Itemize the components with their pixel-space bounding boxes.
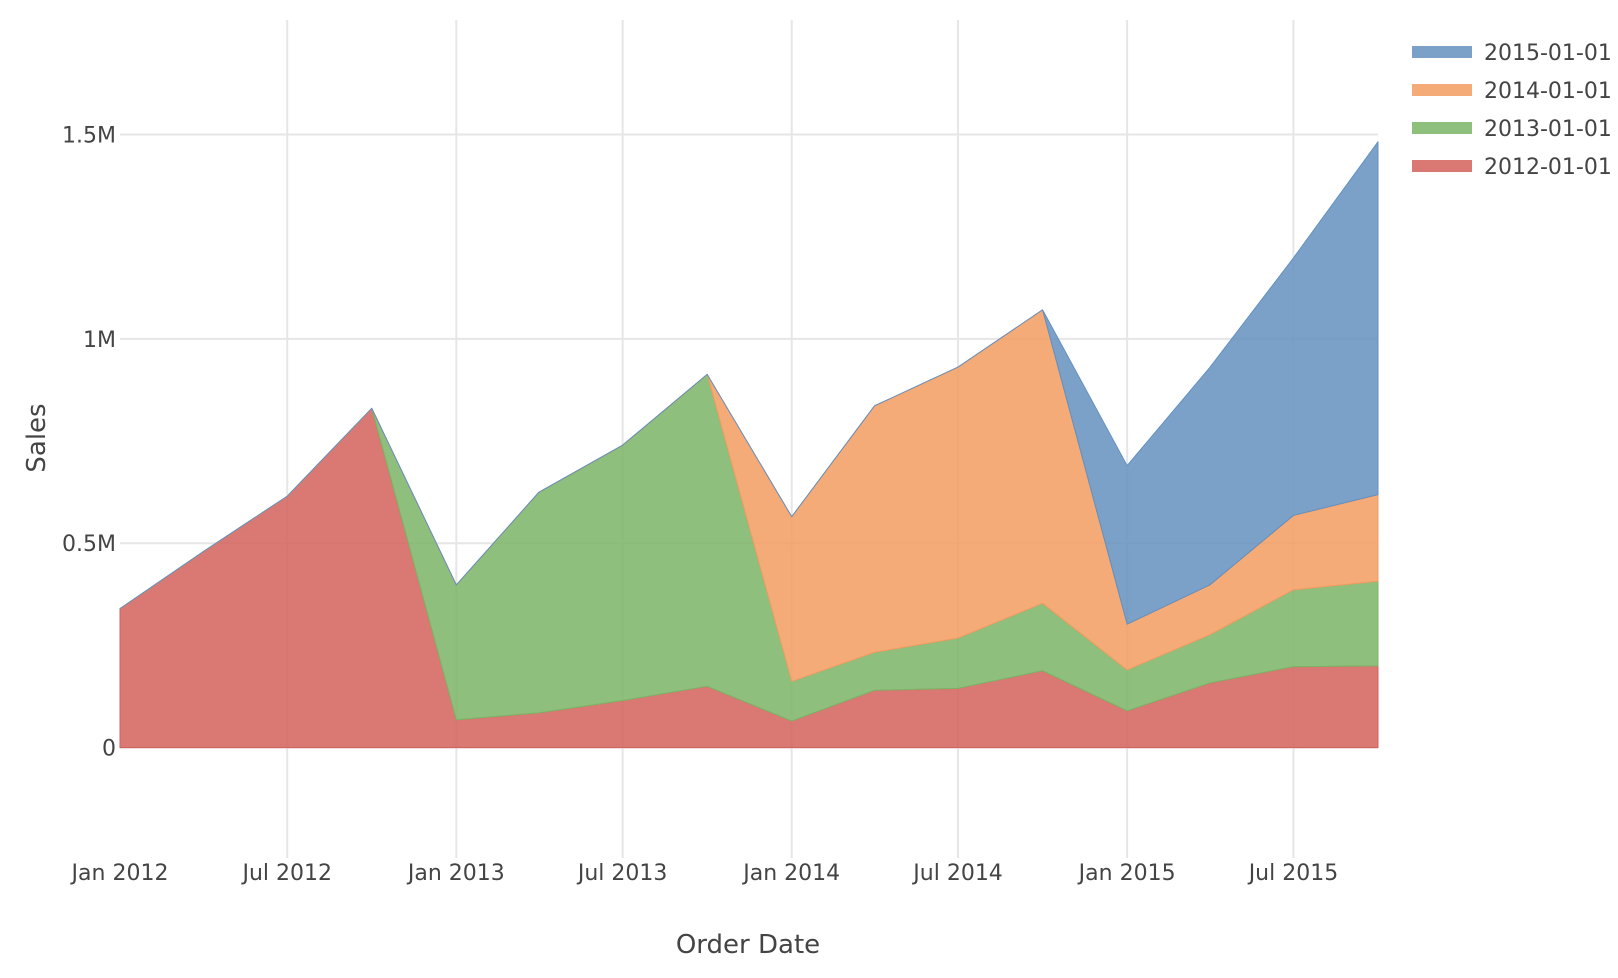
y-tick-label: 0 xyxy=(102,737,116,762)
legend-swatch xyxy=(1412,160,1472,172)
legend-swatch xyxy=(1412,122,1472,134)
legend-label: 2013-01-01 xyxy=(1484,117,1612,142)
x-axis-title: Order Date xyxy=(676,930,820,960)
y-axis-title: Sales xyxy=(22,403,52,472)
legend-item-2012-01-01[interactable]: 2012-01-01 xyxy=(1412,155,1612,180)
legend-swatch xyxy=(1412,46,1472,58)
y-axis-ticks: 0 0.5M 1M 1.5M xyxy=(62,123,116,761)
legend-item-2013-01-01[interactable]: 2013-01-01 xyxy=(1412,117,1612,142)
area-series-layer xyxy=(119,141,1379,749)
x-axis-ticks: Jan 2012 Jul 2012 Jan 2013 Jul 2013 Jan 2014… xyxy=(70,861,1339,886)
x-tick-label: Jan 2012 xyxy=(70,861,169,886)
legend-label: 2015-01-01 xyxy=(1484,41,1612,66)
legend-swatch xyxy=(1412,84,1472,96)
legend[interactable]: 2015-01-01 2014-01-01 2013-01-01 2012-01-01 xyxy=(1412,41,1612,180)
legend-label: 2012-01-01 xyxy=(1484,155,1612,180)
legend-item-2014-01-01[interactable]: 2014-01-01 xyxy=(1412,79,1612,104)
x-tick-label: Jan 2014 xyxy=(741,861,840,886)
x-tick-label: Jan 2013 xyxy=(406,861,505,886)
x-tick-label: Jul 2014 xyxy=(911,861,1003,886)
legend-item-2015-01-01[interactable]: 2015-01-01 xyxy=(1412,41,1612,66)
x-tick-label: Jul 2013 xyxy=(576,861,668,886)
x-tick-label: Jan 2015 xyxy=(1077,861,1176,886)
legend-label: 2014-01-01 xyxy=(1484,79,1612,104)
y-tick-label: 1.5M xyxy=(62,123,116,148)
x-tick-label: Jul 2015 xyxy=(1247,861,1339,886)
x-tick-label: Jul 2012 xyxy=(240,861,332,886)
area-series-2015-01-01[interactable] xyxy=(119,141,1379,625)
y-tick-label: 0.5M xyxy=(62,532,116,557)
y-tick-label: 1M xyxy=(83,328,116,353)
